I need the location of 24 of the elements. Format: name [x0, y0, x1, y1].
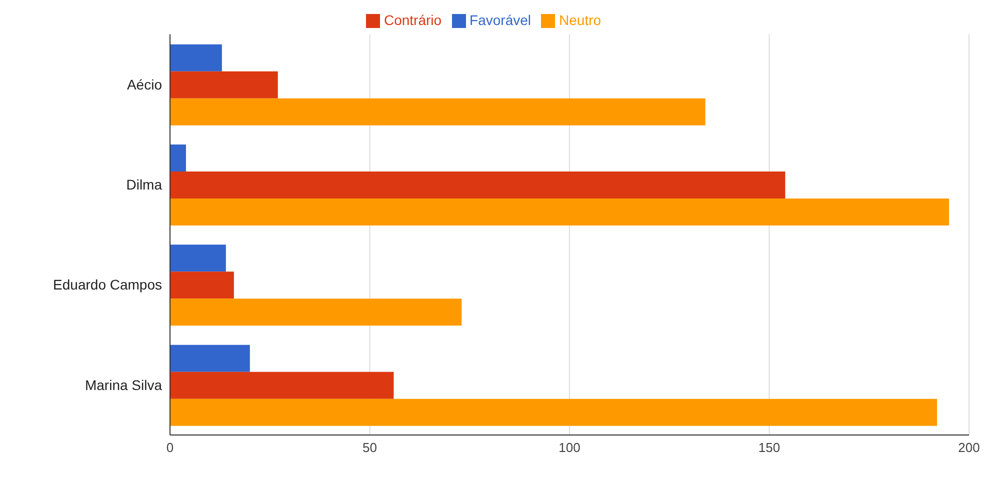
bar: [170, 44, 222, 72]
y-tick-label: Eduardo Campos: [53, 276, 162, 293]
x-tick-label: 200: [958, 440, 980, 456]
bar: [170, 98, 706, 126]
legend-label: Neutro: [559, 12, 602, 28]
legend-label: Favorável: [470, 12, 532, 28]
bar: [170, 372, 394, 399]
x-tick-label: 0: [166, 440, 174, 456]
bar: [170, 298, 462, 326]
bar: [170, 71, 278, 98]
legend-label: Contrário: [384, 12, 442, 28]
x-tick-label: 100: [558, 440, 580, 456]
bar: [170, 198, 950, 226]
bar: [170, 171, 786, 198]
bar: [170, 144, 186, 172]
x-tick-label: 150: [758, 440, 780, 456]
y-tick-label: Marina Silva: [84, 376, 162, 393]
y-tick-label: Aécio: [126, 76, 162, 92]
bar: [170, 398, 938, 426]
x-tick-label: 50: [362, 440, 377, 456]
y-tick-label: Dilma: [126, 176, 162, 193]
bar: [170, 344, 250, 372]
bar: [170, 272, 234, 299]
bar: [170, 244, 226, 272]
